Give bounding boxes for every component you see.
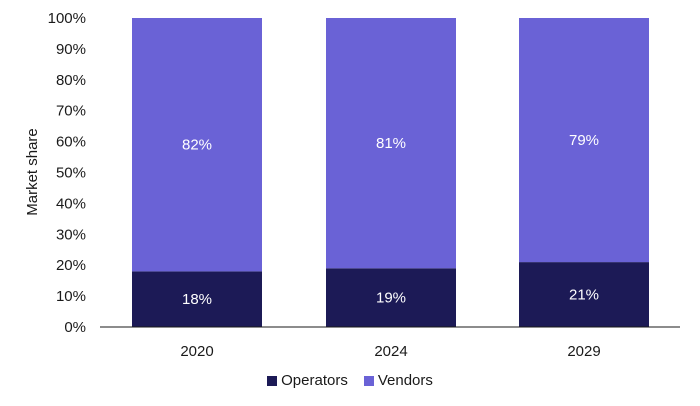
legend-item-operators[interactable]: Operators (267, 372, 348, 389)
data-label-operators-2024: 19% (376, 290, 406, 307)
data-label-vendors-2024: 81% (376, 135, 406, 152)
bar-vendors-2024[interactable] (326, 18, 456, 269)
y-tick-label: 90% (56, 41, 86, 58)
y-tick-label: 60% (56, 134, 86, 151)
legend-swatch-vendors (363, 375, 374, 386)
y-tick-label: 20% (56, 257, 86, 274)
legend: Operators Vendors (0, 372, 700, 389)
bars: 18% 82% 19% 81% 21% 79% (132, 18, 649, 327)
x-tick-label: 2024 (374, 343, 407, 360)
bar-vendors-2029[interactable] (519, 18, 649, 263)
y-tick-label: 50% (56, 165, 86, 182)
x-axis-ticks: 2020 2024 2029 (180, 343, 600, 360)
x-tick-label: 2020 (180, 343, 213, 360)
bar-operators-2029[interactable] (519, 262, 649, 327)
bar-vendors-2020[interactable] (132, 18, 262, 272)
legend-label-operators: Operators (281, 372, 348, 389)
y-tick-label: 80% (56, 72, 86, 89)
legend-label-vendors: Vendors (377, 372, 433, 389)
data-label-operators-2029: 21% (569, 287, 599, 304)
y-tick-label: 40% (56, 195, 86, 212)
bar-operators-2020[interactable] (132, 271, 262, 327)
y-tick-label: 100% (48, 10, 86, 27)
legend-swatch-operators (267, 375, 278, 386)
data-label-vendors-2020: 82% (182, 137, 212, 154)
data-label-vendors-2029: 79% (569, 132, 599, 149)
y-axis-ticks: 0% 10% 20% 30% 40% 50% 60% 70% 80% 90% 100% (48, 10, 86, 336)
y-tick-label: 10% (56, 288, 86, 305)
y-tick-label: 70% (56, 103, 86, 120)
data-label-operators-2020: 18% (182, 291, 212, 308)
y-tick-label: 30% (56, 226, 86, 243)
bar-operators-2024[interactable] (326, 268, 456, 327)
x-tick-label: 2029 (567, 343, 600, 360)
legend-item-vendors[interactable]: Vendors (363, 372, 433, 389)
y-tick-label: 0% (64, 319, 86, 336)
y-axis-label: Market share (24, 128, 41, 216)
